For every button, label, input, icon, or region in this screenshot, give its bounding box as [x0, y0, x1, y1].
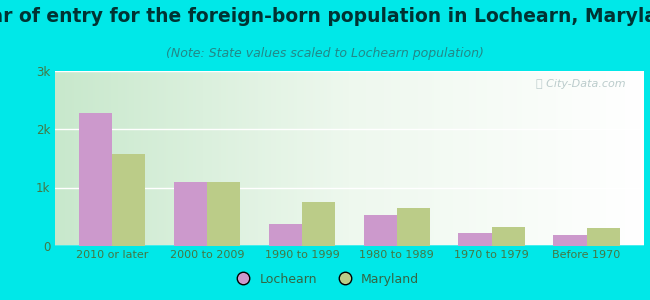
- Bar: [302, 202, 335, 246]
- Bar: [79, 113, 112, 246]
- Bar: [491, 227, 525, 246]
- Bar: [207, 182, 240, 246]
- Text: (Note: State values scaled to Lochearn population): (Note: State values scaled to Lochearn p…: [166, 46, 484, 59]
- Legend: Lochearn, Maryland: Lochearn, Maryland: [226, 268, 424, 291]
- Bar: [553, 235, 586, 246]
- Bar: [396, 208, 430, 246]
- Bar: [363, 215, 396, 246]
- Text: ⓘ City-Data.com: ⓘ City-Data.com: [536, 79, 626, 89]
- Bar: [586, 228, 620, 246]
- Bar: [112, 154, 146, 246]
- Text: Year of entry for the foreign-born population in Lochearn, Maryland: Year of entry for the foreign-born popul…: [0, 8, 650, 26]
- Bar: [268, 224, 302, 246]
- Bar: [458, 233, 491, 246]
- Bar: [174, 182, 207, 246]
